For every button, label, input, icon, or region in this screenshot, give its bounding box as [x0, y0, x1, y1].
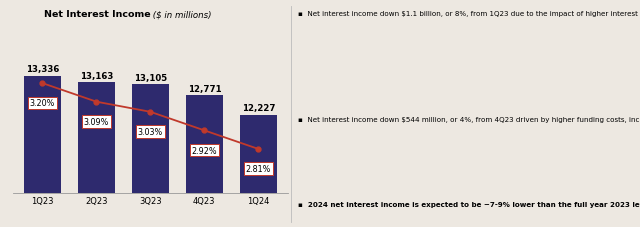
Text: 13,105: 13,105 — [134, 73, 167, 82]
Bar — [78, 82, 115, 227]
Text: 3.09%: 3.09% — [84, 117, 109, 126]
Text: 13,336: 13,336 — [26, 65, 59, 74]
Text: ($ in millions): ($ in millions) — [150, 10, 212, 19]
Text: 13,163: 13,163 — [80, 71, 113, 80]
Bar — [186, 96, 223, 227]
Text: ▪  Net interest income down $1.1 billion, or 8%, from 1Q23 due to the impact of : ▪ Net interest income down $1.1 billion,… — [298, 11, 640, 17]
Bar — [24, 76, 61, 227]
Bar — [240, 115, 276, 227]
Text: 3.03%: 3.03% — [138, 128, 163, 136]
Text: ▪  Net interest income down $544 million, or 4%, from 4Q23 driven by higher fund: ▪ Net interest income down $544 million,… — [298, 117, 640, 123]
Text: 12,227: 12,227 — [241, 104, 275, 113]
Text: 2.81%: 2.81% — [246, 165, 271, 173]
Text: 3.20%: 3.20% — [30, 99, 55, 108]
Text: 2.92%: 2.92% — [191, 146, 217, 155]
Text: Net Interest Income: Net Interest Income — [44, 10, 150, 19]
Text: ▪  2024 net interest income is expected to be ~7-9% lower than the full year 202: ▪ 2024 net interest income is expected t… — [298, 201, 640, 207]
Bar — [132, 84, 169, 227]
Text: 12,771: 12,771 — [188, 85, 221, 94]
